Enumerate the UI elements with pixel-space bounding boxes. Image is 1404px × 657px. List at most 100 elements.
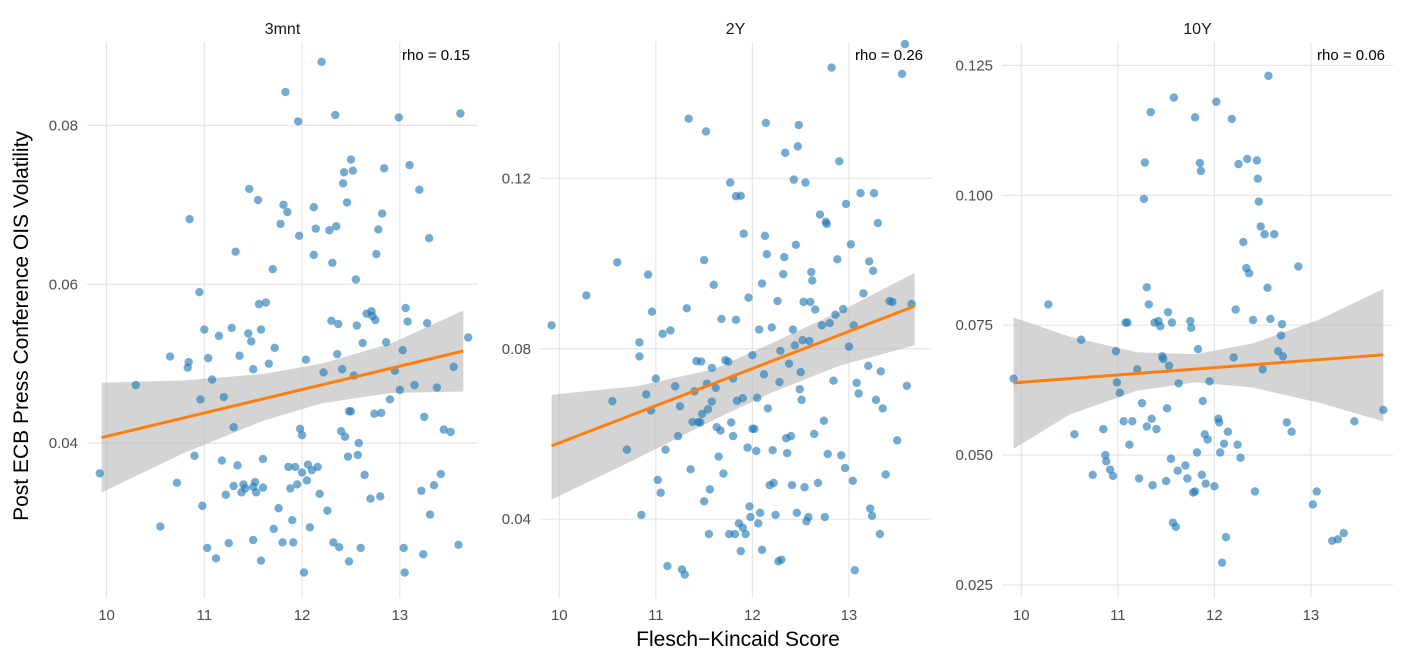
data-point: [337, 365, 347, 374]
data-point: [736, 546, 746, 556]
data-point: [295, 424, 305, 434]
data-point: [780, 252, 789, 262]
data-point: [1277, 319, 1287, 329]
data-point: [1252, 156, 1262, 165]
data-point: [709, 280, 718, 290]
data-point: [1276, 331, 1286, 340]
data-point: [823, 449, 832, 459]
data-point: [1102, 457, 1111, 466]
data-point: [217, 456, 227, 465]
data-point: [865, 257, 874, 266]
data-point: [432, 383, 442, 392]
data-point: [379, 164, 389, 173]
data-point: [1190, 487, 1200, 496]
data-point: [1250, 487, 1260, 496]
data-point: [707, 397, 717, 406]
data-point: [354, 438, 363, 448]
data-point: [841, 199, 851, 209]
data-point: [276, 219, 285, 229]
data-point: [299, 568, 309, 577]
data-point: [582, 291, 591, 300]
data-point: [241, 484, 250, 493]
data-point: [219, 392, 229, 402]
data-point: [1186, 316, 1195, 326]
data-point: [449, 362, 458, 372]
data-point: [348, 166, 358, 175]
data-point: [247, 337, 256, 346]
data-point: [762, 249, 772, 259]
data-point: [288, 515, 297, 525]
data-point: [311, 224, 320, 233]
data-point: [788, 325, 798, 334]
data-point: [768, 445, 777, 455]
data-point: [319, 368, 328, 377]
data-point: [1099, 424, 1108, 434]
data-point: [378, 209, 387, 218]
data-point: [653, 475, 662, 485]
data-point: [1173, 466, 1182, 475]
data-point: [313, 462, 322, 472]
data-point: [284, 462, 293, 472]
data-point: [95, 469, 104, 478]
data-point: [1101, 450, 1110, 460]
data-point: [274, 504, 283, 513]
data-point: [746, 512, 755, 522]
data-point: [371, 315, 380, 325]
data-point: [1192, 448, 1202, 457]
data-point: [725, 178, 735, 187]
data-point: [705, 485, 715, 494]
data-point: [360, 470, 369, 480]
data-point: [291, 462, 300, 472]
data-point: [245, 184, 254, 194]
data-point: [464, 333, 473, 342]
data-point: [1159, 354, 1168, 364]
rho-annotation: rho = 0.06: [1317, 47, 1385, 64]
data-point: [292, 480, 302, 489]
data-point: [1223, 427, 1233, 436]
data-point: [227, 323, 236, 333]
data-point: [1142, 422, 1152, 431]
data-point: [859, 289, 868, 298]
panel-title: 3mnt: [265, 21, 301, 38]
data-point: [1258, 365, 1267, 374]
data-point: [1248, 315, 1258, 325]
y-tick-label: 0.04: [49, 435, 78, 452]
confidence-band: [551, 272, 915, 500]
data-point: [1278, 352, 1288, 361]
data-point: [415, 185, 424, 194]
data-point: [795, 385, 804, 394]
data-point: [353, 450, 362, 460]
data-point: [663, 561, 672, 571]
data-point: [719, 469, 728, 478]
data-point: [1233, 440, 1242, 449]
data-point: [791, 240, 801, 250]
data-point: [1144, 300, 1153, 309]
data-point: [725, 529, 734, 539]
data-point: [613, 258, 622, 267]
data-point: [1115, 388, 1124, 397]
data-point: [822, 219, 831, 229]
data-point: [1166, 454, 1176, 463]
data-point: [813, 478, 823, 488]
rho-annotation: rho = 0.26: [855, 47, 923, 64]
data-point: [258, 483, 268, 492]
data-point: [1164, 361, 1174, 370]
data-point: [302, 476, 312, 485]
data-point: [309, 203, 318, 212]
data-point: [352, 321, 361, 330]
data-point: [417, 486, 426, 495]
data-point: [1239, 237, 1248, 247]
data-point: [846, 240, 856, 249]
data-point: [334, 542, 344, 552]
data-point: [777, 555, 786, 564]
data-point: [283, 207, 292, 217]
data-point: [261, 298, 271, 307]
data-point: [781, 148, 790, 157]
data-point: [1123, 318, 1132, 327]
data-point: [395, 385, 404, 395]
data-point: [1253, 174, 1263, 183]
data-point: [1196, 166, 1206, 176]
data-point: [333, 349, 342, 359]
y-tick-label: 0.100: [955, 187, 993, 204]
x-tick-label: 11: [648, 607, 664, 624]
